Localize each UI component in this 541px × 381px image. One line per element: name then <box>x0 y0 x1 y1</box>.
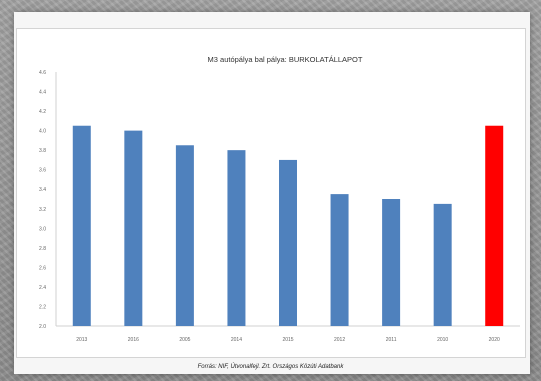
x-tick-label: 2011 <box>386 337 397 343</box>
y-tick-label: 3.8 <box>39 148 46 154</box>
x-tick-label: 2012 <box>334 337 345 343</box>
bar-2013 <box>72 125 91 326</box>
bar-2020 <box>485 125 504 326</box>
y-tick-label: 2.6 <box>39 265 46 271</box>
bar-2010 <box>433 203 452 326</box>
y-tick-label: 4.2 <box>39 109 46 115</box>
bar-2014 <box>227 150 246 326</box>
bar-2005 <box>175 145 194 326</box>
chart-title: M3 autópálya bal pálya: BURKOLATÁLLAPOT <box>208 55 363 64</box>
y-tick-label: 2.2 <box>39 304 46 310</box>
y-axis-ticks: 2.0 2.2 2.4 2.6 2.8 3.0 3.2 3.4 3.6 3.8 4.0 4.2 4.4 4… <box>39 70 46 330</box>
bar-2011 <box>382 199 401 326</box>
x-tick-label: 2010 <box>437 337 448 343</box>
x-tick-label: 2020 <box>489 337 500 343</box>
x-tick-label: 2015 <box>282 337 293 343</box>
bar-2015 <box>279 159 297 326</box>
source-note: Forrás: NIF, Útvonalfejl. Zrt. Országos … <box>197 364 344 370</box>
y-tick-label: 3.0 <box>39 226 46 232</box>
bar-2012 <box>330 194 349 326</box>
x-tick-label: 2005 <box>179 337 190 343</box>
y-tick-label: 3.6 <box>39 168 46 174</box>
y-tick-label: 4.4 <box>39 90 46 96</box>
y-tick-label: 3.4 <box>39 187 46 193</box>
bar-2016 <box>124 130 143 326</box>
y-tick-label: 4.0 <box>39 129 46 135</box>
x-tick-label: 2016 <box>128 337 139 343</box>
x-tick-label: 2014 <box>231 337 242 343</box>
y-tick-label: 2.4 <box>39 285 46 291</box>
y-tick-label: 2.0 <box>39 324 46 330</box>
y-tick-label: 4.6 <box>39 70 46 76</box>
x-tick-label: 2013 <box>76 337 87 343</box>
bars <box>72 125 504 326</box>
y-tick-label: 2.8 <box>39 246 46 252</box>
y-tick-label: 3.2 <box>39 207 46 213</box>
x-axis-ticks: 2013 2016 2005 2014 2015 2012 2011 2010 2020 <box>76 337 500 343</box>
